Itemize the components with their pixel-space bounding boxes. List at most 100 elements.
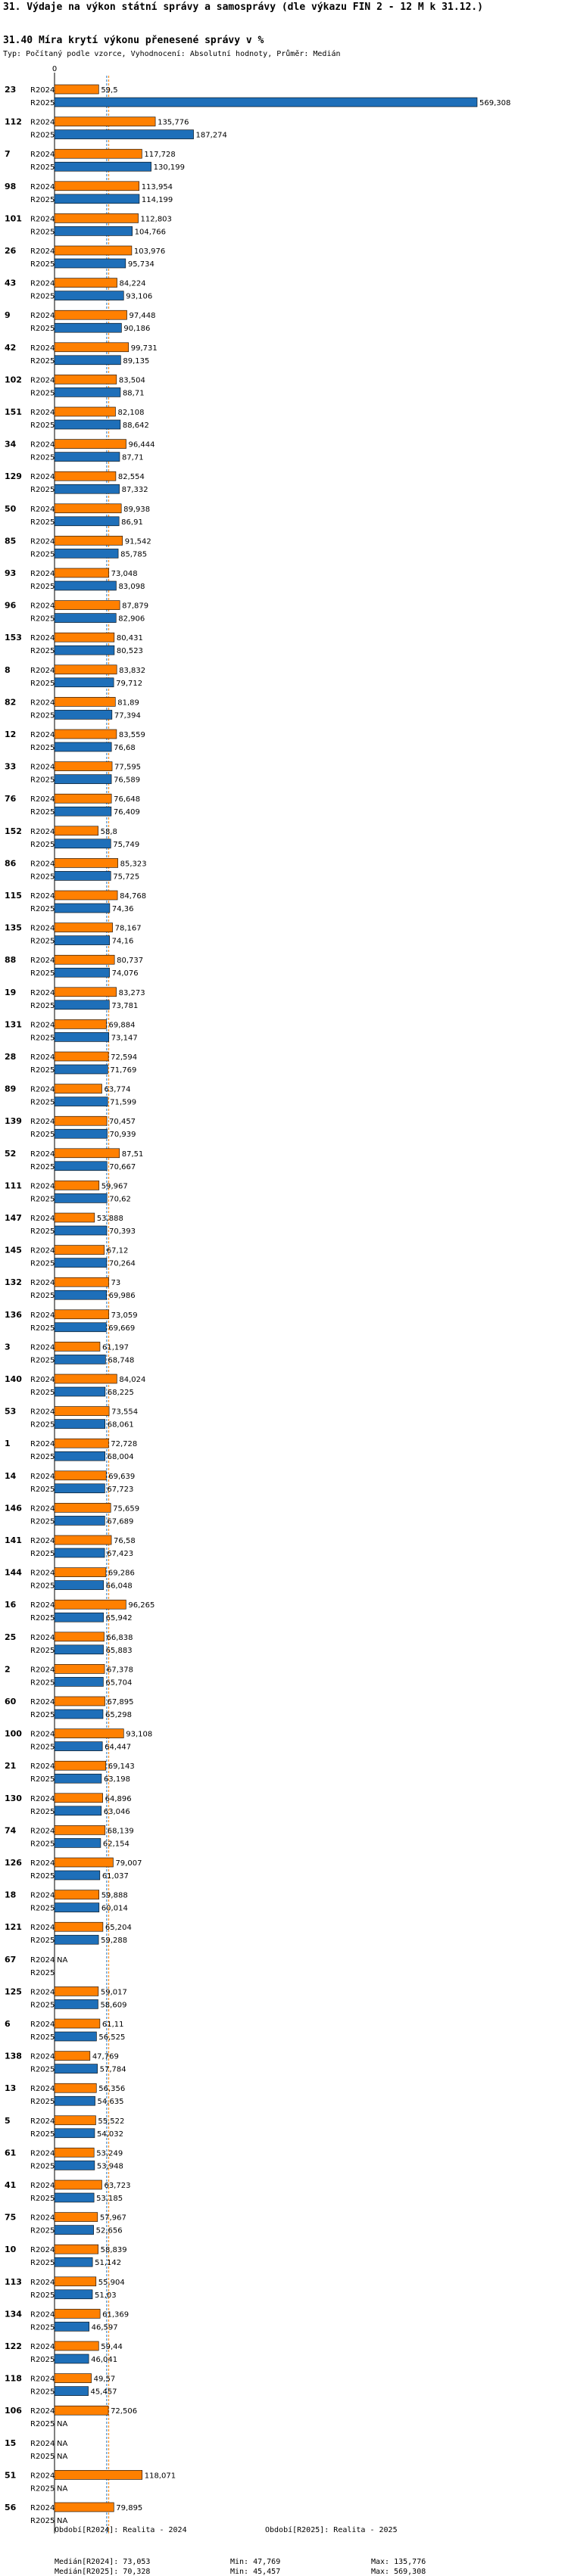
series-label-r2024: R2024 xyxy=(30,1731,55,1739)
data-label-r2025: 51,03 xyxy=(95,2291,117,2300)
series-label-r2024: R2024 xyxy=(30,795,55,804)
series-label-r2024: R2024 xyxy=(30,441,55,450)
bar-r2024 xyxy=(54,2405,109,2416)
data-label-r2025: 71,769 xyxy=(110,1066,136,1075)
category-label: 34 xyxy=(5,440,17,450)
bar-r2025 xyxy=(54,2031,97,2042)
series-label-r2024: R2024 xyxy=(30,1118,55,1126)
series-label-r2024: R2024 xyxy=(30,2310,55,2319)
series-label-r2025: R2025 xyxy=(30,905,55,913)
category-label: 7 xyxy=(5,149,11,159)
data-label-r2025: 69,986 xyxy=(109,1292,136,1300)
series-label-r2024: R2024 xyxy=(30,1859,55,1868)
series-label-r2025: R2025 xyxy=(30,744,55,752)
bar-r2024 xyxy=(54,761,113,771)
bar-r2024 xyxy=(54,1567,107,1577)
data-label-r2025: 89,135 xyxy=(123,357,149,366)
series-label-r2024: R2024 xyxy=(30,506,55,514)
data-label-r2025: 54,635 xyxy=(98,2098,124,2106)
series-label-r2025: R2025 xyxy=(30,1937,55,1945)
series-label-r2025: R2025 xyxy=(30,1550,55,1558)
data-label-r2024: 99,731 xyxy=(131,344,158,353)
bar-r2024 xyxy=(54,922,113,932)
series-label-r2024: R2024 xyxy=(30,1666,55,1674)
data-label-r2025: 63,198 xyxy=(104,1775,130,1784)
data-label-r2025: 76,68 xyxy=(114,744,136,752)
series-label-r2025: R2025 xyxy=(30,163,55,172)
data-label-r2025: 74,16 xyxy=(112,938,134,946)
legend-2024: Období[R2024]: Realita - 2024 xyxy=(55,2526,187,2534)
bar-r2024 xyxy=(54,632,115,642)
category-label: 153 xyxy=(5,633,22,642)
min-2024: Min: 47,769 xyxy=(230,2558,281,2566)
bar-r2025 xyxy=(54,2354,89,2364)
series-label-r2024: R2024 xyxy=(30,570,55,578)
series-label-r2024: R2024 xyxy=(30,2085,55,2093)
data-label-r2024: 84,024 xyxy=(119,1376,145,1384)
series-label-r2024: R2024 xyxy=(30,2149,55,2158)
series-label-r2025: R2025 xyxy=(30,2066,55,2074)
category-label: 141 xyxy=(5,1535,22,1545)
bar-r2024 xyxy=(54,471,117,481)
data-label-r2024: 72,594 xyxy=(111,1053,137,1062)
category-label: 125 xyxy=(5,1986,22,1996)
bar-r2025 xyxy=(54,291,124,300)
series-label-r2024: R2024 xyxy=(30,409,55,417)
category-label: 56 xyxy=(5,2503,17,2512)
series-label-r2025: R2025 xyxy=(30,1744,55,1752)
series-label-r2024: R2024 xyxy=(30,892,55,901)
series-label-r2024: R2024 xyxy=(30,2407,55,2416)
series-label-r2025: R2025 xyxy=(30,1775,55,1784)
category-label: 18 xyxy=(5,1890,16,1900)
category-label: 75 xyxy=(5,2213,16,2223)
data-label-r2024: 59,5 xyxy=(101,86,117,95)
series-label-r2025: R2025 xyxy=(30,776,55,785)
series-label-r2024: R2024 xyxy=(30,1343,55,1352)
bar-r2025 xyxy=(54,1709,104,1719)
data-label-r2025: 87,332 xyxy=(122,486,148,494)
series-label-r2024: R2024 xyxy=(30,1279,55,1287)
series-label-r2025: R2025 xyxy=(30,260,55,269)
category-label: 82 xyxy=(5,697,16,707)
bar-r2024 xyxy=(54,1438,109,1448)
category-label: 52 xyxy=(5,1149,16,1159)
bar-r2024 xyxy=(54,1245,105,1255)
bar-r2025 xyxy=(54,387,121,397)
bar-r2025 xyxy=(54,1193,108,1203)
data-label-r2024: 67,12 xyxy=(107,1247,129,1255)
category-label: 96 xyxy=(5,601,17,611)
series-label-r2025: R2025 xyxy=(30,1969,55,1977)
bar-r2025 xyxy=(54,419,121,430)
series-label-r2024: R2024 xyxy=(30,2182,55,2190)
data-label-r2025: 187,274 xyxy=(196,132,227,140)
data-label-r2025: 70,667 xyxy=(109,1163,136,1171)
x-tick-label: 0 xyxy=(52,65,57,73)
series-label-r2025: R2025 xyxy=(30,550,55,558)
bar-r2025 xyxy=(54,2225,94,2235)
bar-r2024 xyxy=(54,1374,117,1384)
bar-r2024 xyxy=(54,1696,105,1706)
data-label-r2024: 112,803 xyxy=(141,215,172,223)
bar-r2024 xyxy=(54,213,139,223)
series-label-r2024: R2024 xyxy=(30,828,55,836)
series-label-r2025: R2025 xyxy=(30,680,55,688)
bar-r2024 xyxy=(54,729,117,739)
series-label-r2025: R2025 xyxy=(30,357,55,366)
bar-r2025 xyxy=(54,677,114,688)
data-label-r2025: 74,076 xyxy=(112,969,139,978)
data-label-r2025: NA xyxy=(57,2420,67,2428)
series-label-r2024: R2024 xyxy=(30,1086,55,1094)
data-label-r2025: 54,032 xyxy=(97,2130,123,2139)
series-label-r2024: R2024 xyxy=(30,764,55,772)
data-label-r2025: 71,599 xyxy=(110,1099,136,1107)
series-label-r2025: R2025 xyxy=(30,2033,55,2042)
data-label-r2025: 65,298 xyxy=(105,1711,132,1719)
bar-r2024 xyxy=(54,954,115,965)
median-2024: Medián[R2024]: 73,053 xyxy=(55,2558,151,2566)
series-label-r2025: R2025 xyxy=(30,938,55,946)
series-label-r2025: R2025 xyxy=(30,2162,55,2170)
data-label-r2025: 56,525 xyxy=(98,2033,125,2042)
series-label-r2024: R2024 xyxy=(30,1215,55,1223)
bar-r2025 xyxy=(54,452,120,462)
data-label-r2025: NA xyxy=(57,2517,67,2525)
